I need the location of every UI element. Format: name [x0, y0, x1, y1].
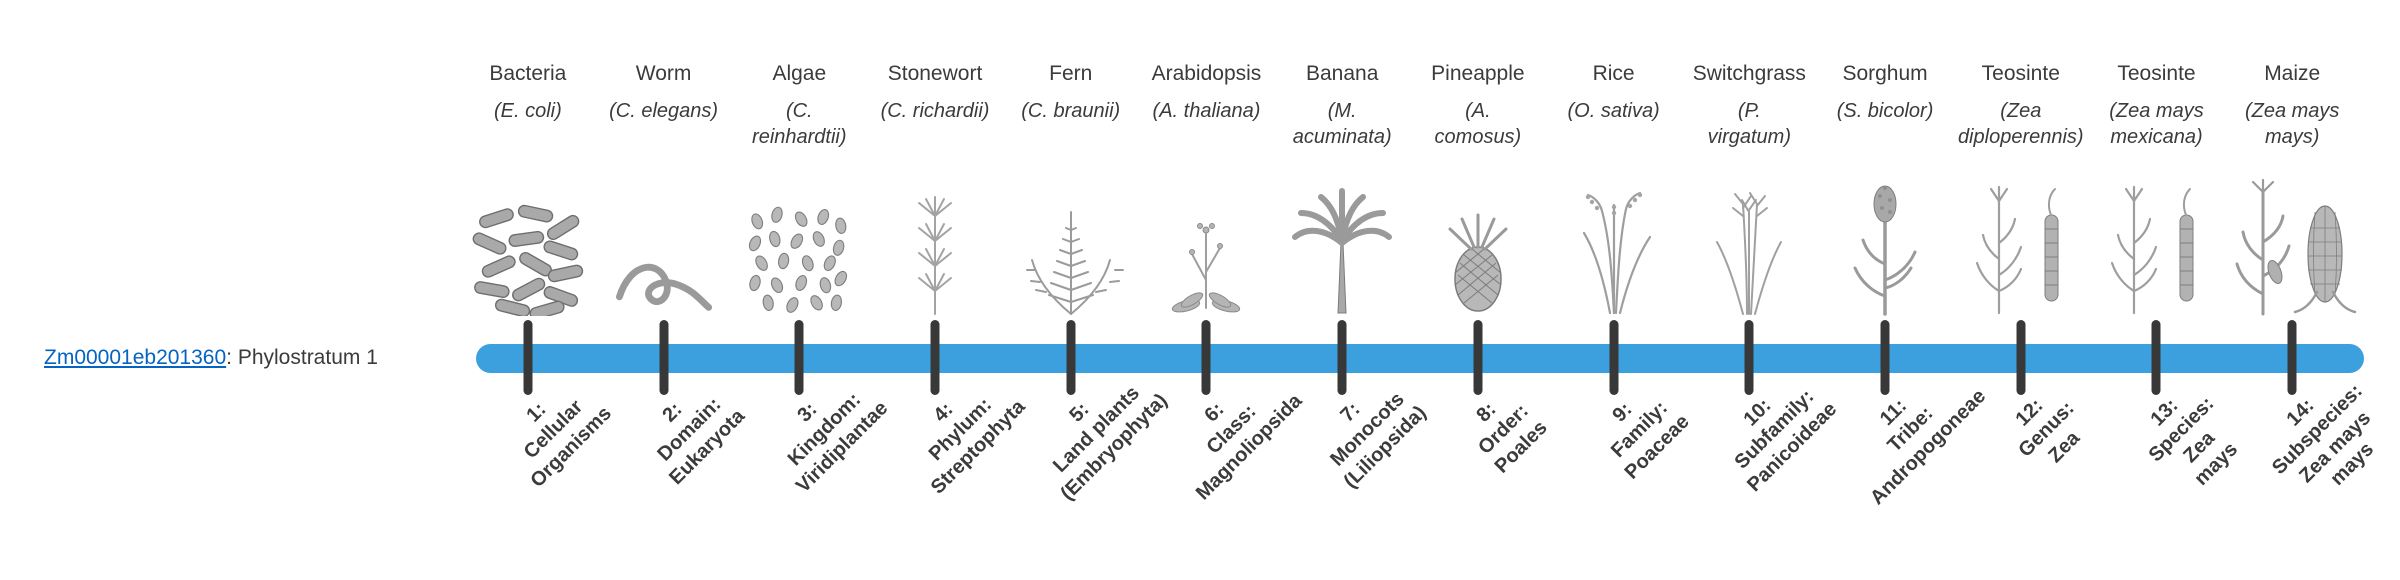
taxon-common-name: Teosinte	[2117, 62, 2196, 85]
taxon-scientific-name: (Zea mays mays)	[2244, 100, 2340, 149]
taxon-scientific-name: (M. acuminata)	[1292, 100, 1392, 149]
taxon-common-name: Algae	[772, 62, 827, 85]
banana-icon	[1274, 168, 1410, 316]
taxon-scientific-name: (A. comosus)	[1434, 100, 1522, 149]
timeline-tick	[1201, 320, 1211, 395]
taxon-scientific-name: (S. bicolor)	[1836, 100, 1934, 122]
switchgrass-icon	[1681, 168, 1817, 316]
taxon-column: Teosinte (Zea mays mexicana) 13: Species…	[2089, 0, 2242, 580]
gene-link[interactable]: Zm00001eb201360	[44, 346, 227, 369]
taxon-column: Switchgrass (P. virgatum) 10: Subfamily:…	[1681, 0, 1842, 580]
taxon-common-name: Worm	[635, 62, 692, 85]
sorghum-icon	[1817, 168, 1953, 316]
taxon-common-name: Stonewort	[887, 62, 983, 85]
taxon-scientific-name: (C. reinhardtii)	[752, 100, 847, 149]
stonewort-icon	[867, 168, 1003, 316]
taxon-scientific-name: (P. virgatum)	[1707, 100, 1791, 149]
taxon-column: Stonewort (C. richardii) 4: Phylum: Stre…	[867, 0, 1030, 580]
taxon-scientific-name: (C. braunii)	[1021, 100, 1121, 122]
rice-icon	[1546, 168, 1682, 316]
taxon-scientific-name: (C. elegans)	[609, 100, 719, 122]
taxon-common-name: Bacteria	[489, 62, 567, 85]
timeline-tick	[2287, 320, 2297, 395]
taxon-common-name: Arabidopsis	[1151, 62, 1262, 85]
fern-icon	[1003, 168, 1139, 316]
worm-icon	[596, 168, 732, 316]
taxon-column: Sorghum (S. bicolor) 11: Tribe: Andropog…	[1817, 0, 1990, 580]
timeline-tick	[1744, 320, 1754, 395]
taxon-common-name: Switchgrass	[1692, 62, 1806, 85]
timeline-tick	[523, 320, 533, 395]
maize-icon	[2224, 168, 2360, 316]
taxon-common-name: Pineapple	[1431, 62, 1525, 85]
teosinte-icon	[2089, 168, 2225, 316]
timeline-tick	[1066, 320, 1076, 395]
timeline-tick	[1473, 320, 1483, 395]
taxon-column: Worm (C. elegans) 2: Domain: Eukaryota	[596, 0, 748, 580]
timeline-tick	[659, 320, 669, 395]
timeline-tick	[794, 320, 804, 395]
bacteria-icon	[460, 168, 596, 316]
taxon-column: Fern (C. braunii) 5: Land plants (Embryo…	[1003, 0, 1171, 580]
taxon-column: Rice (O. sativa) 9: Family: Poaceae	[1546, 0, 1693, 580]
taxon-column: Maize (Zea mays mays) 14: Subspecies: Ze…	[2224, 0, 2378, 580]
taxon-column: Algae (C. reinhardtii) 3: Kingdom: Virid…	[731, 0, 892, 580]
arabidopsis-icon	[1139, 168, 1275, 316]
taxon-column: Bacteria (E. coli) 1: Cellular Organisms	[460, 0, 616, 580]
gene-label: Zm00001eb201360: Phylostratum 1	[44, 346, 378, 370]
taxon-scientific-name: (Zea mays mexicana)	[2109, 100, 2204, 149]
pineapple-icon	[1410, 168, 1546, 316]
taxon-common-name: Rice	[1592, 62, 1635, 85]
phylostratum-text: : Phylostratum 1	[226, 346, 378, 369]
taxon-common-name: Fern	[1049, 62, 1093, 85]
taxon-column: Arabidopsis (A. thaliana) 6: Class: Magn…	[1139, 0, 1307, 580]
taxon-column: Pineapple (A. comosus) 8: Order: Poales	[1410, 0, 1551, 580]
taxon-common-name: Teosinte	[1981, 62, 2060, 85]
taxa-row: Bacteria (E. coli) 1: Cellular Organisms…	[460, 0, 2378, 580]
taxon-column: Teosinte (Zea diploperennis) 12: Genus: …	[1953, 0, 2089, 580]
taxon-scientific-name: (O. sativa)	[1567, 100, 1660, 122]
timeline-tick	[2151, 320, 2161, 395]
taxon-scientific-name: (A. thaliana)	[1152, 100, 1261, 122]
taxon-common-name: Banana	[1305, 62, 1379, 85]
timeline-tick	[1880, 320, 1890, 395]
timeline-bar	[476, 344, 2364, 373]
taxon-common-name: Sorghum	[1842, 62, 1928, 85]
algae-icon	[731, 168, 867, 316]
taxon-scientific-name: (Zea diploperennis)	[1957, 100, 2084, 149]
timeline-tick	[1609, 320, 1619, 395]
timeline-tick	[2016, 320, 2026, 395]
timeline-tick	[930, 320, 940, 395]
taxon-scientific-name: (E. coli)	[493, 100, 562, 122]
taxon-common-name: Maize	[2264, 62, 2321, 85]
taxon-column: Banana (M. acuminata) 7: Monocots (Lilio…	[1274, 0, 1431, 580]
stratum-label: 14: Subspecies: Zea mays mays	[2268, 380, 2379, 491]
teosinte-icon	[1953, 168, 2089, 316]
taxon-scientific-name: (C. richardii)	[880, 100, 990, 122]
timeline-tick	[1337, 320, 1347, 395]
